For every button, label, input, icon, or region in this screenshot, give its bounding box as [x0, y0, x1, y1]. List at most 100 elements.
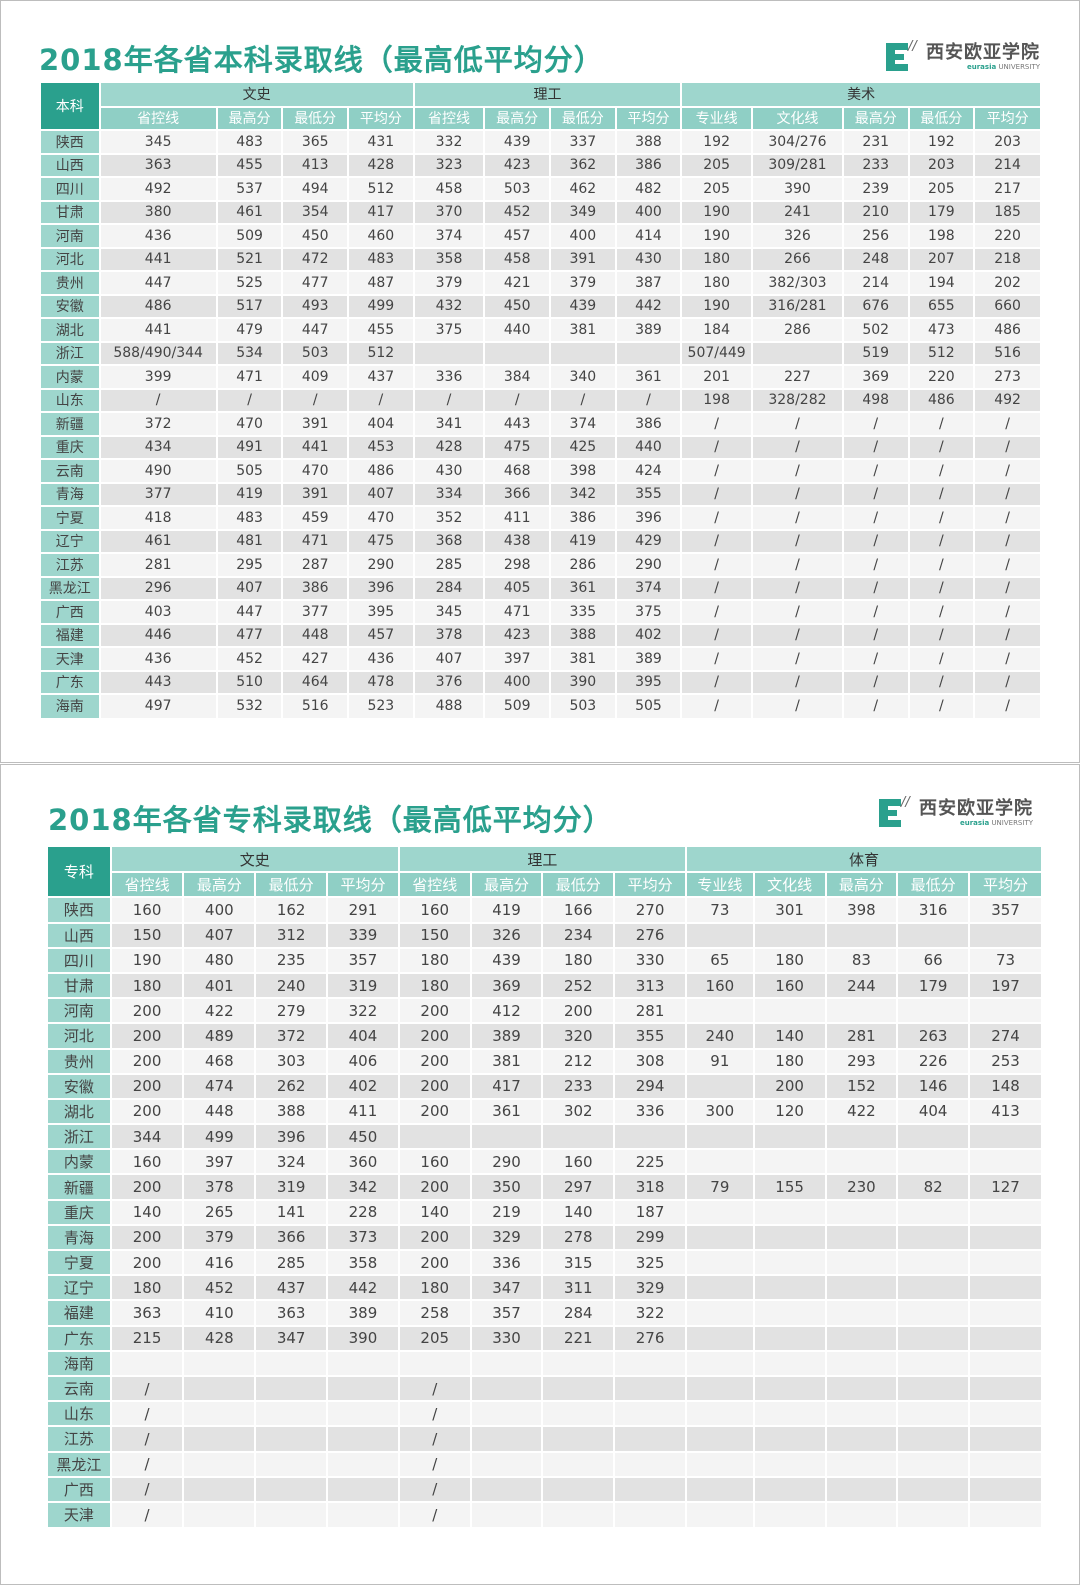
score-cell: 248 — [841, 246, 909, 271]
score-cell: 303 — [254, 1047, 328, 1074]
score-cell: 400 — [182, 896, 256, 923]
score-cell: 521 — [215, 246, 283, 271]
table-row: 四川 190 480 235 357 180 439 180 330 65 180 83 66 73 — [48, 946, 1041, 973]
score-cell: / — [549, 387, 616, 412]
score-cell: 419 — [549, 528, 616, 553]
score-cell: / — [750, 669, 843, 694]
score-cell: 390 — [326, 1324, 399, 1351]
score-cell: 422 — [182, 997, 256, 1024]
score-cell: 253 — [968, 1047, 1041, 1074]
column-header: 最高分 — [824, 871, 898, 898]
score-cell: 285 — [412, 552, 485, 577]
score-cell: 519 — [841, 340, 909, 365]
score-cell: / — [750, 646, 843, 671]
score-cell: 537 — [215, 176, 283, 201]
score-cell: / — [907, 693, 975, 718]
score-cell: 374 — [412, 223, 485, 248]
province-label: 湖北 — [41, 317, 100, 342]
score-cell: 462 — [549, 176, 616, 201]
score-cell — [684, 1123, 754, 1150]
group-header-tiyu: 体育 — [684, 847, 1041, 873]
score-cell: 503 — [281, 340, 349, 365]
score-cell: 330 — [469, 1324, 543, 1351]
score-cell — [326, 1425, 399, 1452]
score-cell: / — [973, 669, 1040, 694]
score-cell: 304/276 — [750, 129, 843, 154]
score-cell: / — [841, 481, 909, 506]
score-cell: 152 — [824, 1072, 898, 1099]
score-cell: 368 — [412, 528, 485, 553]
score-cell: 180 — [541, 946, 615, 973]
score-cell — [824, 1400, 898, 1427]
score-cell — [824, 1374, 898, 1402]
score-cell: 660 — [973, 293, 1040, 318]
score-cell — [968, 1349, 1041, 1376]
score-cell — [613, 1475, 686, 1502]
group-header-wenshi: 文史 — [98, 83, 414, 107]
score-cell: 270 — [613, 896, 686, 923]
score-cell: / — [680, 528, 752, 553]
score-cell: 488 — [412, 693, 485, 718]
score-cell — [483, 340, 550, 365]
score-cell: / — [680, 552, 752, 577]
score-cell — [968, 997, 1041, 1024]
column-header: 平均分 — [347, 105, 414, 130]
score-cell: 389 — [614, 317, 682, 342]
score-cell: 436 — [98, 646, 217, 671]
score-cell: 256 — [841, 223, 909, 248]
column-header: 平均分 — [614, 105, 682, 130]
score-cell: 441 — [98, 317, 217, 342]
score-cell: 329 — [469, 1223, 543, 1250]
score-cell: 423 — [483, 152, 550, 177]
table-row: 青海 200 379 366 373 200 329 278 299 — [48, 1223, 1041, 1250]
score-cell — [896, 1223, 970, 1250]
score-cell — [752, 921, 826, 948]
score-cell: 160 — [109, 1148, 184, 1175]
score-cell: 205 — [680, 176, 752, 201]
score-cell: 180 — [680, 270, 752, 295]
table-row: 广西 403 447 377 395 345 471 335 375// / / / — [41, 599, 1040, 624]
score-cell — [968, 1324, 1041, 1351]
score-cell: 160 — [109, 896, 184, 923]
score-cell: 487 — [347, 270, 414, 295]
score-cell: 509 — [483, 693, 550, 718]
score-cell: 453 — [347, 434, 414, 459]
score-cell: 200 — [109, 1047, 184, 1074]
score-cell: 162 — [254, 896, 328, 923]
score-cell: 190 — [680, 223, 752, 248]
score-cell: 320 — [541, 1022, 615, 1049]
score-cell — [254, 1374, 328, 1402]
score-cell: 319 — [326, 971, 399, 999]
score-cell: 416 — [182, 1248, 256, 1276]
score-cell: 200 — [109, 1072, 184, 1099]
column-header: 专业线 — [684, 871, 754, 898]
score-cell: / — [614, 387, 682, 412]
score-cell: 471 — [483, 599, 550, 624]
province-label: 内蒙 — [48, 1148, 111, 1175]
score-cell: 146 — [896, 1072, 970, 1099]
score-cell: 298 — [483, 552, 550, 577]
table-row: 云南 / / — [48, 1374, 1041, 1402]
score-cell: 205 — [397, 1324, 471, 1351]
table-row: 陕西 345 483 365 431 332 439 337 388 192 304/276 231 1… — [41, 129, 1040, 154]
score-cell: 471 — [215, 364, 283, 389]
score-cell: 398 — [549, 458, 616, 483]
score-cell: 404 — [896, 1097, 970, 1125]
score-cell: 200 — [109, 997, 184, 1024]
score-cell: / — [841, 434, 909, 459]
table-row: 广东 215 428 347 390 205 330 221 276 — [48, 1324, 1041, 1351]
province-label: 河北 — [41, 246, 100, 271]
score-cell: / — [907, 646, 975, 671]
score-cell: 386 — [281, 575, 349, 600]
column-header: 文化线 — [752, 871, 826, 898]
score-cell: / — [680, 481, 752, 506]
score-cell: 217 — [973, 176, 1040, 201]
score-cell: 441 — [281, 434, 349, 459]
score-cell: 252 — [541, 971, 615, 999]
score-cell: 296 — [98, 575, 217, 600]
score-cell — [824, 921, 898, 948]
score-cell — [824, 1324, 898, 1351]
score-cell: 499 — [182, 1123, 256, 1150]
score-cell — [326, 1450, 399, 1477]
score-cell: 390 — [549, 669, 616, 694]
